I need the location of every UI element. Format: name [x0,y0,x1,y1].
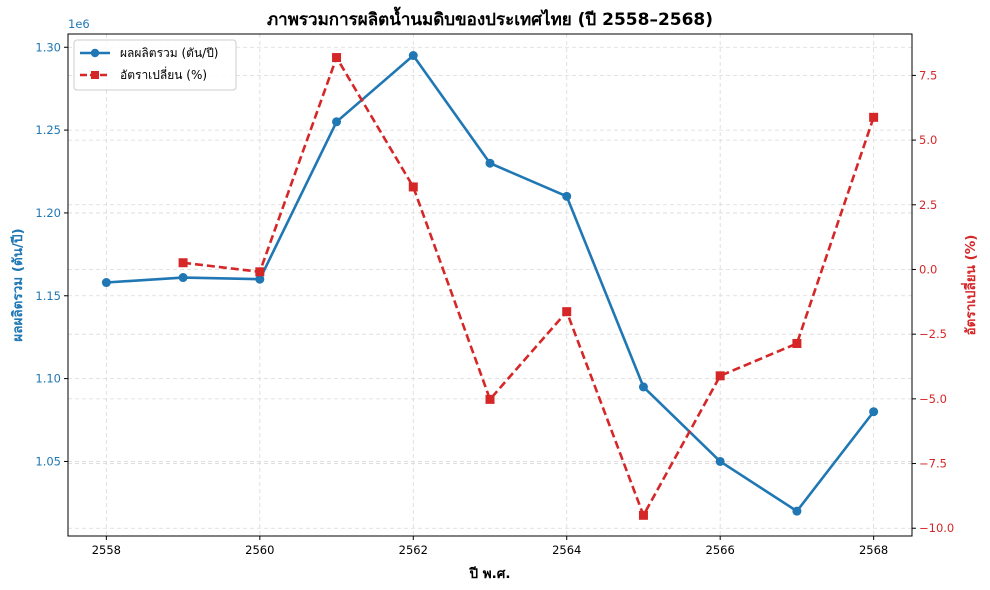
left-tick-label: 1.15 [35,289,61,303]
square-marker-icon [485,394,495,404]
circle-marker-icon [562,191,572,201]
circle-marker-icon [869,407,879,417]
left-axis-offset-label: 1e6 [68,17,90,31]
right-tick-label: 5.0 [919,133,937,147]
square-marker-icon [562,307,572,317]
x-tick-label: 2558 [92,543,121,557]
chart-title: ภาพรวมการผลิตน้ำนมดิบของประเทศไทย (ปี 25… [267,6,713,30]
left-tick-label: 1.10 [35,372,61,386]
right-y-axis: −10.0 −7.5 −5.0 −2.5 0.0 2.5 5.0 7.5 [912,68,954,535]
plot-series [101,51,879,520]
square-marker-icon [715,371,725,381]
plot-area-frame [67,33,913,537]
right-tick-label: 2.5 [919,198,937,212]
circle-marker-icon [715,456,725,466]
left-tick-label: 1.30 [35,40,61,54]
legend-label-change-rate: อัตราเปลี่ยน (%) [120,66,207,82]
x-axis: 2558 2560 2562 2564 2566 2568 [92,536,888,557]
right-tick-label: 0.0 [919,262,937,276]
circle-marker-icon [485,158,495,168]
series-line [182,56,875,517]
square-marker-icon [255,267,265,277]
legend-box [73,39,237,91]
legend: ผลผลิตรวม (ตัน/ปี) อัตราเปลี่ยน (%) [73,39,237,91]
x-tick-label: 2560 [245,543,274,557]
circle-marker-icon [638,382,648,392]
square-marker-icon [332,53,342,63]
circle-marker-icon [332,117,342,127]
legend-item-production: ผลผลิตรวม (ตัน/ปี) [80,46,219,60]
right-tick-label: 7.5 [919,68,937,82]
series-change-rate [178,53,879,520]
left-tick-label: 1.05 [35,454,61,468]
square-marker-icon [408,182,418,192]
left-tick-label: 1.25 [35,123,61,137]
legend-label-production: ผลผลิตรวม (ตัน/ปี) [120,46,219,60]
circle-marker-icon [178,273,188,283]
x-tick-label: 2568 [859,543,888,557]
legend-item-change-rate: อัตราเปลี่ยน (%) [80,66,207,82]
right-tick-label: −2.5 [919,327,947,341]
left-tick-label: 1.20 [35,206,61,220]
series-production [101,51,879,516]
circle-marker-icon [101,278,111,288]
grid-lines [68,34,912,536]
circle-marker-icon [792,506,802,516]
right-y-axis-label: อัตราเปลี่ยน (%) [960,235,979,336]
x-axis-label: ปี พ.ศ. [469,566,511,582]
circle-marker-icon [408,51,418,61]
square-marker-icon [792,338,802,348]
square-marker-icon [869,112,879,122]
square-marker-icon [178,258,188,268]
x-tick-label: 2566 [706,543,735,557]
circle-marker-icon [90,48,100,58]
square-marker-icon [638,510,648,520]
x-tick-label: 2562 [399,543,428,557]
square-marker-icon [91,71,99,79]
right-tick-label: −10.0 [919,521,954,535]
x-tick-label: 2564 [552,543,581,557]
left-y-axis-label: ผลผลิตรวม (ตัน/ปี) [10,228,26,341]
left-y-axis: 1.05 1.10 1.15 1.20 1.25 1.30 [35,40,68,468]
right-tick-label: −5.0 [919,392,947,406]
circle-marker-icon [255,274,265,284]
right-tick-label: −7.5 [919,457,947,471]
